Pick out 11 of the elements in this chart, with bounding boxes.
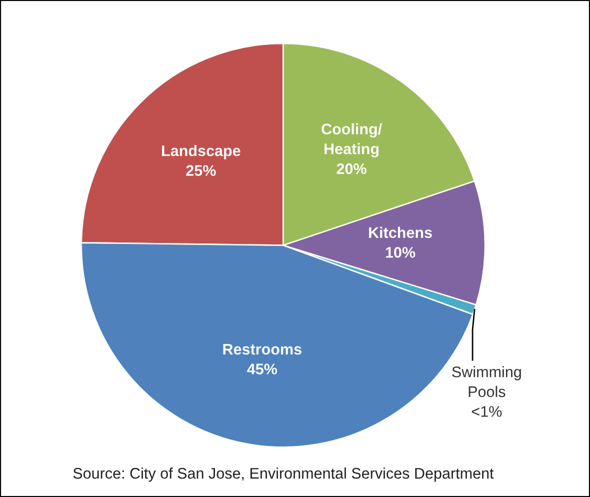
data-label: 25% <box>186 165 216 176</box>
slice-label: Kitchens <box>369 226 432 238</box>
data-label: 10% <box>386 246 416 258</box>
slice-label: Landscape <box>162 144 240 160</box>
source-note: Source: City of San Jose, Environmental Services Department <box>73 468 494 482</box>
slice-label: Swimming Pools <box>452 366 521 398</box>
slice-label: Restrooms <box>223 344 302 355</box>
slice-label: Cooling/ Heating <box>322 123 382 158</box>
data-label: <1% <box>472 406 502 417</box>
data-label: 45% <box>247 364 278 374</box>
data-label: 20% <box>336 163 366 174</box>
